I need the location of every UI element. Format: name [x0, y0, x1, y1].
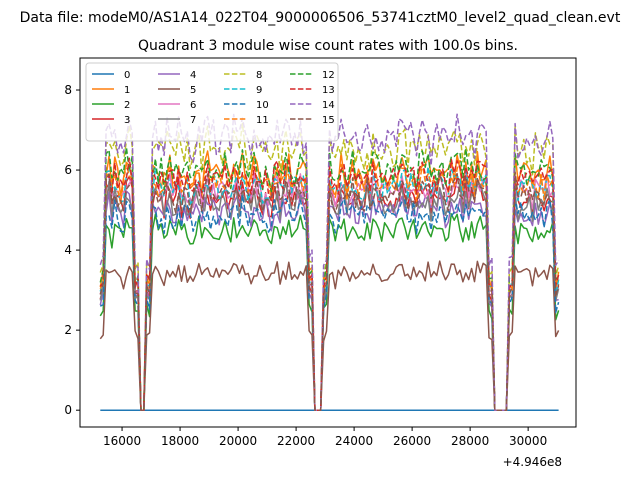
x-axis-ticks: 16000 18000 20000 22000 24000 26000 28000 30000 — [103, 427, 547, 448]
x-tick-label-4: 24000 — [335, 434, 373, 448]
legend-label-2: 2 — [124, 100, 130, 111]
series-line-13 — [99, 157, 560, 411]
y-tick-label-1: 2 — [64, 323, 72, 337]
legend-label-4: 4 — [190, 70, 196, 81]
series-layer — [99, 113, 560, 411]
legend-label-12: 12 — [322, 70, 335, 81]
x-tick-label-1: 18000 — [161, 434, 199, 448]
legend-label-3: 3 — [124, 115, 130, 126]
legend-box — [85, 62, 339, 142]
axes-frame — [79, 57, 577, 428]
x-tick-label-6: 28000 — [451, 434, 489, 448]
figure-suptitle: Data file: modeM0/AS1A14_022T04_90000065… — [20, 10, 621, 26]
x-tick-label-5: 26000 — [393, 434, 431, 448]
x-axis-offset-label: +4.946e8 — [503, 455, 562, 469]
x-tick-label-0: 16000 — [103, 434, 141, 448]
y-tick-label-3: 6 — [64, 163, 72, 177]
legend-label-7: 7 — [190, 115, 196, 126]
x-tick-label-3: 22000 — [277, 434, 315, 448]
y-tick-label-2: 4 — [64, 243, 72, 257]
legend-label-0: 0 — [124, 70, 130, 81]
series-line-5 — [99, 260, 560, 411]
chart-title: Quadrant 3 module wise count rates with … — [138, 38, 518, 54]
legend-label-15: 15 — [322, 115, 335, 126]
x-tick-label-2: 20000 — [219, 434, 257, 448]
legend-label-5: 5 — [190, 85, 196, 96]
legend-label-6: 6 — [190, 100, 196, 111]
y-tick-label-0: 0 — [64, 403, 72, 417]
legend-label-10: 10 — [256, 100, 269, 111]
legend-label-9: 9 — [256, 85, 262, 96]
legend-label-1: 1 — [124, 85, 130, 96]
legend-label-11: 11 — [256, 115, 269, 126]
series-line-12 — [99, 146, 559, 411]
y-axis-ticks: 0 2 4 6 8 — [64, 83, 80, 417]
legend-label-13: 13 — [322, 85, 335, 96]
x-tick-label-7: 30000 — [509, 434, 547, 448]
legend-label-8: 8 — [256, 70, 262, 81]
series-line-15 — [99, 171, 560, 411]
y-tick-label-4: 8 — [64, 83, 72, 97]
legend-label-14: 14 — [322, 100, 335, 111]
